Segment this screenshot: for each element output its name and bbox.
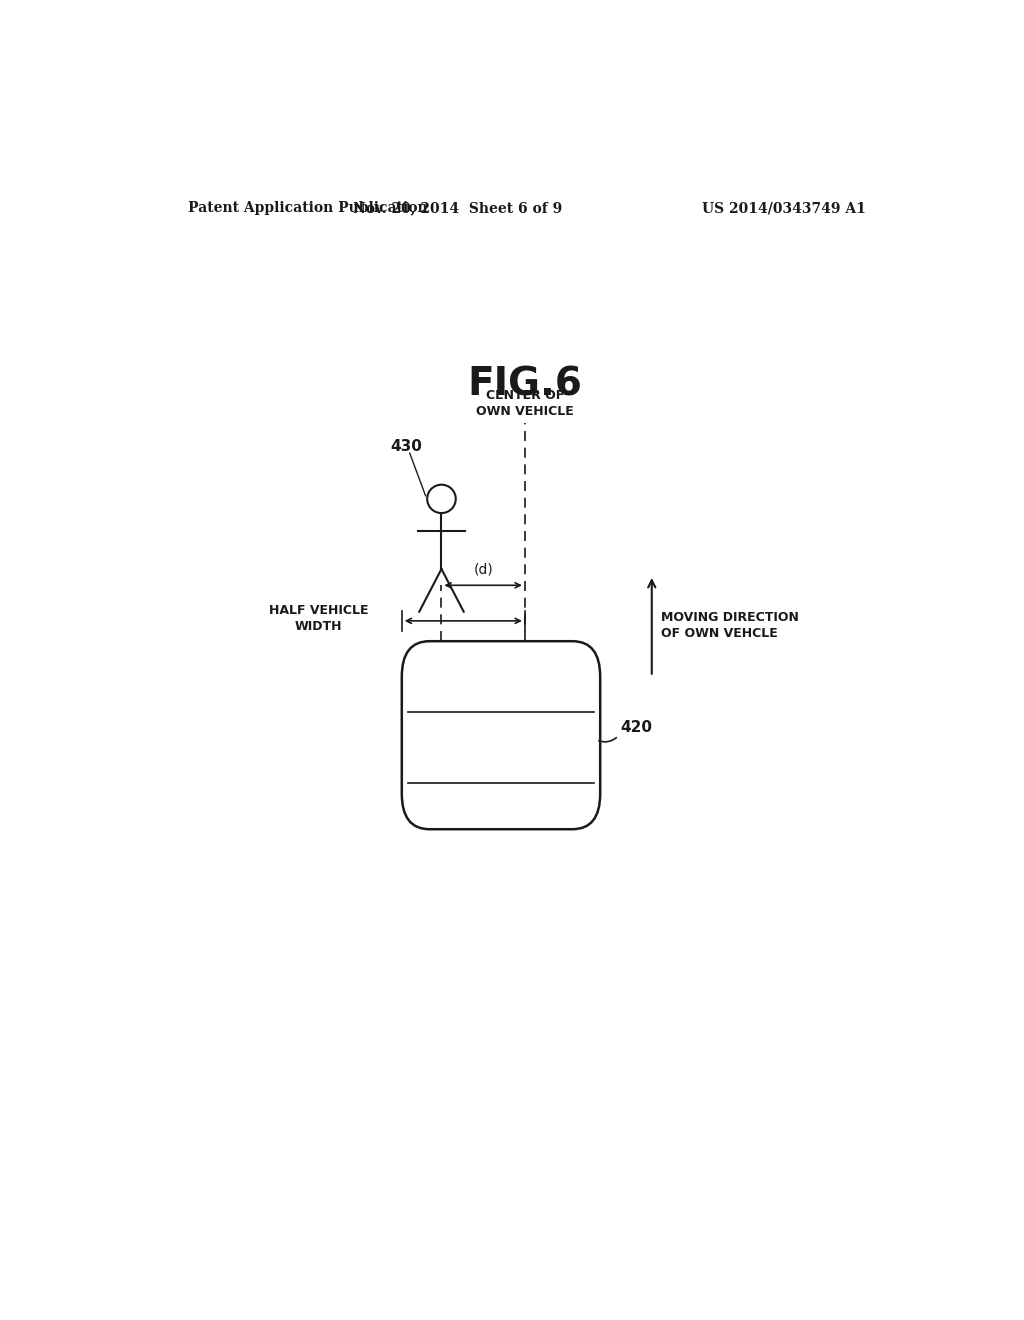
Text: HALF VEHICLE
WIDTH: HALF VEHICLE WIDTH [268,605,369,634]
Text: MOVING DIRECTION
OF OWN VEHCLE: MOVING DIRECTION OF OWN VEHCLE [662,611,799,640]
Text: 420: 420 [620,721,652,735]
Text: FIG.6: FIG.6 [467,366,583,403]
Text: Patent Application Publication: Patent Application Publication [187,201,427,215]
Text: US 2014/0343749 A1: US 2014/0343749 A1 [702,201,866,215]
Text: (d): (d) [473,562,493,576]
Text: 430: 430 [390,438,422,454]
FancyBboxPatch shape [401,642,600,829]
Text: Nov. 20, 2014  Sheet 6 of 9: Nov. 20, 2014 Sheet 6 of 9 [352,201,562,215]
Text: CENTER OF
OWN VEHICLE: CENTER OF OWN VEHICLE [476,388,573,417]
